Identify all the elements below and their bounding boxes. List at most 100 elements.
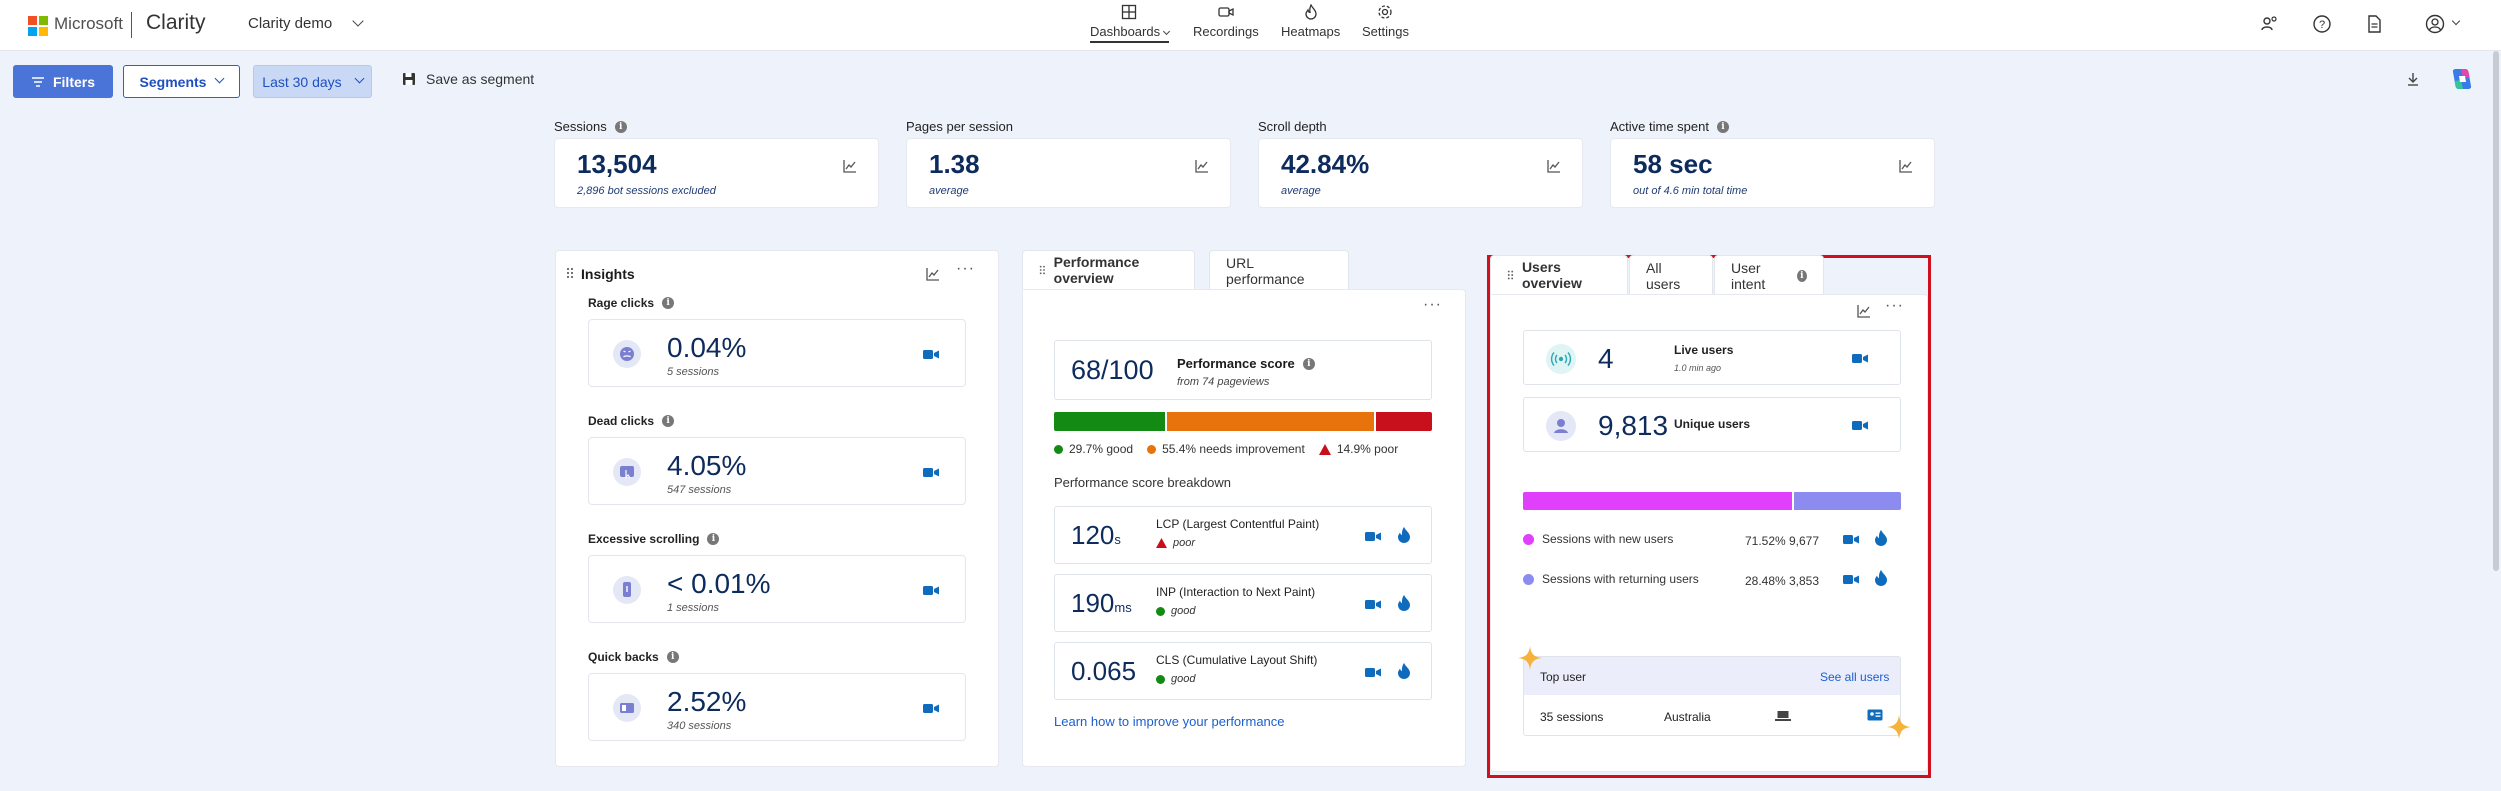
user-card-icon[interactable] xyxy=(1867,709,1883,721)
tab-url-performance[interactable]: URL performance xyxy=(1209,250,1349,290)
date-range-button[interactable]: Last 30 days xyxy=(253,65,372,98)
document-icon[interactable] xyxy=(2364,14,2384,34)
insight-sub: 1 sessions xyxy=(667,602,719,614)
app-name[interactable]: Clarity xyxy=(146,11,206,34)
trend-chart-icon[interactable] xyxy=(1899,159,1913,173)
info-icon[interactable]: i xyxy=(662,415,675,427)
metric-card-sessions[interactable]: 13,504 2,896 bot sessions excluded xyxy=(554,138,879,208)
recording-camera-icon[interactable] xyxy=(923,349,939,360)
tab-users-overview[interactable]: Users overview xyxy=(1490,255,1628,295)
chevron-down-icon xyxy=(215,73,225,84)
insight-card-rage-clicks[interactable]: 0.04% 5 sessions xyxy=(588,319,966,387)
recording-camera-icon[interactable] xyxy=(1843,534,1859,545)
heatmap-flame-icon[interactable] xyxy=(1875,570,1887,586)
insight-sub: 547 sessions xyxy=(667,484,732,496)
tab-label: Performance overview xyxy=(1053,254,1140,286)
more-options-icon[interactable]: ··· xyxy=(1885,297,1904,314)
unique-users-value: 9,813 xyxy=(1598,410,1669,441)
trend-chart-icon[interactable] xyxy=(926,267,940,281)
improve-performance-link[interactable]: Learn how to improve your performance xyxy=(1054,714,1285,729)
insight-card-quick-backs[interactable]: 2.52% 340 sessions xyxy=(588,673,966,741)
top-user-header xyxy=(1524,657,1900,695)
nav-recordings[interactable]: Recordings xyxy=(1193,4,1259,39)
recording-camera-icon[interactable] xyxy=(1852,353,1868,364)
info-icon[interactable]: i xyxy=(662,297,675,309)
sparkle-icon xyxy=(1887,715,1911,739)
metric-card-scroll-depth[interactable]: 42.84% average xyxy=(1258,138,1583,208)
insight-value: 2.52% xyxy=(667,686,747,717)
recording-camera-icon[interactable] xyxy=(923,703,939,714)
see-all-users-link[interactable]: See all users xyxy=(1820,670,1890,684)
drag-handle-icon[interactable] xyxy=(1507,269,1514,281)
recording-camera-icon[interactable] xyxy=(923,467,939,478)
drag-handle-icon[interactable] xyxy=(1039,264,1046,276)
row-new-users: Sessions with new users 71.52% 9,677 xyxy=(1523,530,1901,552)
recording-camera-icon[interactable] xyxy=(1365,599,1381,610)
copilot-icon[interactable] xyxy=(2449,66,2475,92)
trend-chart-icon[interactable] xyxy=(1195,159,1209,173)
info-icon[interactable]: i xyxy=(707,533,720,545)
heatmap-flame-icon[interactable] xyxy=(1398,663,1410,679)
recording-camera-icon[interactable] xyxy=(923,585,939,596)
trend-chart-icon[interactable] xyxy=(1547,159,1561,173)
scroll-icon xyxy=(613,576,641,604)
lcp-label: LCP (Largest Contentful Paint) xyxy=(1156,517,1320,531)
info-icon[interactable]: i xyxy=(666,651,679,663)
info-icon[interactable]: i xyxy=(614,120,627,133)
drag-handle-icon[interactable] xyxy=(566,267,574,279)
tab-all-users[interactable]: All users xyxy=(1629,255,1713,295)
trend-chart-icon[interactable] xyxy=(1857,304,1871,318)
unique-users-box[interactable]: 9,813 Unique users xyxy=(1523,397,1901,452)
live-users-box[interactable]: 4 Live users 1.0 min ago xyxy=(1523,330,1901,385)
metric-row-cls[interactable]: 0.065 CLS (Cumulative Layout Shift) good xyxy=(1054,642,1432,700)
trend-chart-icon[interactable] xyxy=(843,159,857,173)
metric-card-active-time[interactable]: 58 sec out of 4.6 min total time xyxy=(1610,138,1935,208)
help-icon[interactable]: ? xyxy=(2312,14,2332,34)
live-users-sub: 1.0 min ago xyxy=(1674,363,1722,373)
top-user-country: Australia xyxy=(1664,710,1711,724)
returning-users-pct: 28.48% xyxy=(1745,574,1786,588)
nav-dashboards[interactable]: Dashboards xyxy=(1090,4,1170,43)
recording-camera-icon[interactable] xyxy=(1365,531,1381,542)
save-as-segment-button[interactable]: Save as segment xyxy=(402,71,534,87)
metric-row-lcp[interactable]: 120s LCP (Largest Contentful Paint) poor xyxy=(1054,506,1432,564)
performance-score-label: Performance score xyxy=(1177,356,1295,371)
live-users-label: Live users xyxy=(1674,343,1734,357)
more-options-icon[interactable]: ··· xyxy=(956,260,975,277)
recording-camera-icon[interactable] xyxy=(1843,574,1859,585)
page-scrollbar[interactable] xyxy=(2493,51,2499,571)
users-distribution-bar xyxy=(1523,492,1901,510)
users-share-icon[interactable] xyxy=(2259,14,2279,34)
nav-settings[interactable]: Settings xyxy=(1362,4,1409,39)
tab-label: Users overview xyxy=(1521,259,1582,291)
laptop-icon xyxy=(1775,711,1791,721)
heatmap-flame-icon[interactable] xyxy=(1875,530,1887,546)
insights-title: Insights xyxy=(581,266,635,282)
heatmap-flame-icon[interactable] xyxy=(1398,527,1410,543)
metric-row-inp[interactable]: 190ms INP (Interaction to Next Paint) go… xyxy=(1054,574,1432,632)
inp-label: INP (Interaction to Next Paint) xyxy=(1156,585,1316,599)
info-icon[interactable]: i xyxy=(1796,269,1807,282)
info-icon[interactable]: i xyxy=(1302,357,1315,370)
recording-camera-icon[interactable] xyxy=(1852,420,1868,431)
project-selector[interactable]: Clarity demo xyxy=(248,15,365,32)
insight-card-excessive-scrolling[interactable]: < 0.01% 1 sessions xyxy=(588,555,966,623)
row-returning-users: Sessions with returning users 28.48% 3,8… xyxy=(1523,570,1901,592)
download-icon[interactable] xyxy=(2405,71,2421,87)
performance-score-box: 68/100 Performance score i from 74 pagevi… xyxy=(1054,340,1432,400)
metric-card-pages-per-session[interactable]: 1.38 average xyxy=(906,138,1231,208)
filters-button[interactable]: Filters xyxy=(13,65,113,98)
nav-heatmaps[interactable]: Heatmaps xyxy=(1281,4,1340,39)
heatmap-flame-icon[interactable] xyxy=(1398,595,1410,611)
tab-user-intent[interactable]: User intent i xyxy=(1714,255,1824,295)
tab-performance-overview[interactable]: Performance overview xyxy=(1022,250,1195,290)
nav-heatmaps-label: Heatmaps xyxy=(1281,24,1341,39)
segments-button[interactable]: Segments xyxy=(123,65,240,98)
microsoft-logo-icon xyxy=(28,16,48,36)
unique-users-label: Unique users xyxy=(1674,417,1751,431)
more-options-icon[interactable]: ··· xyxy=(1423,296,1442,313)
info-icon[interactable]: i xyxy=(1717,120,1729,133)
insight-card-dead-clicks[interactable]: 4.05% 547 sessions xyxy=(588,437,966,505)
account-menu[interactable] xyxy=(2425,14,2461,34)
recording-camera-icon[interactable] xyxy=(1365,667,1381,678)
